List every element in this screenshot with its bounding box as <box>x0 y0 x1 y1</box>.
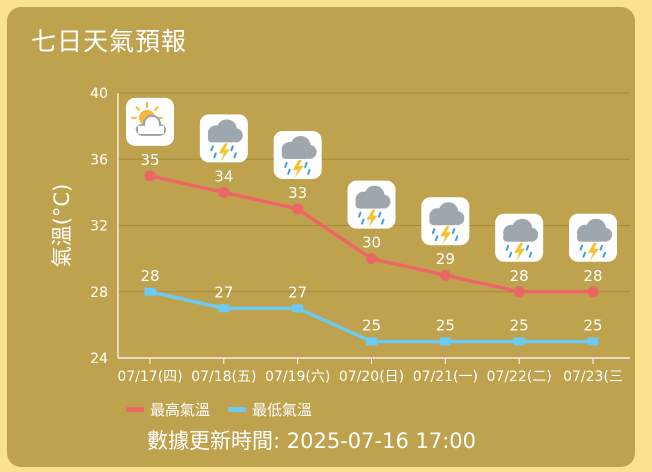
lightning-bolt <box>440 226 452 245</box>
data-point-high[interactable] <box>366 253 377 265</box>
y-tick-label: 24 <box>90 351 108 367</box>
legend-label-low: 最低氣溫 <box>252 401 313 419</box>
sun-ray <box>153 106 159 112</box>
y-tick-label: 32 <box>90 219 108 235</box>
thunderstorm-icon <box>421 197 470 246</box>
x-tick-label: 07/19(六) <box>265 369 330 385</box>
cloud-shape <box>281 149 310 159</box>
rain-drop <box>434 235 439 242</box>
legend-swatch-high <box>126 407 144 412</box>
cloud-shape <box>429 216 458 226</box>
rain-drop <box>307 168 311 175</box>
y-axis-label: 氣溫(°C) <box>50 184 74 268</box>
x-tick-label: 07/23(三 <box>563 369 623 385</box>
data-point-low[interactable] <box>292 304 304 313</box>
chart-legend: 最高氣溫 最低氣溫 <box>126 399 312 420</box>
cloud-shape <box>577 232 605 242</box>
thunderstorm-icon <box>569 213 617 262</box>
x-tick-label: 07/17(四) <box>117 369 182 385</box>
data-point-high[interactable] <box>439 269 451 281</box>
data-point-low[interactable] <box>366 337 377 346</box>
update-time-label: 數據更新時間: <box>147 429 281 453</box>
data-label-low: 27 <box>214 283 233 301</box>
x-tick-label: 07/21(一) <box>413 369 478 385</box>
lightning-bolt <box>366 209 378 228</box>
update-time-value: 2025-07-16 17:00 <box>286 429 477 453</box>
rain-drop <box>505 244 510 251</box>
rain-drop <box>599 244 603 251</box>
lightning-bolt <box>514 242 526 261</box>
rain-drop <box>284 161 288 168</box>
cloud-fill <box>138 125 164 134</box>
x-tick-label: 07/18(五) <box>191 369 256 385</box>
data-point-high[interactable] <box>144 170 156 182</box>
data-label-high: 33 <box>288 184 307 202</box>
rain-drop <box>582 251 586 258</box>
lightning-bolt <box>218 143 230 162</box>
data-label-high: 28 <box>510 267 529 285</box>
data-point-low[interactable] <box>439 337 451 346</box>
thunderstorm-icon <box>495 213 544 262</box>
y-tick-label: 40 <box>90 86 108 102</box>
page-title: 七日天氣預報 <box>31 27 188 56</box>
data-label-high: 30 <box>362 234 381 252</box>
data-label-high: 35 <box>140 151 159 169</box>
data-label-low: 28 <box>140 267 159 285</box>
data-point-high[interactable] <box>513 286 525 298</box>
rain-drop <box>210 145 214 152</box>
x-tick-label: 07/22(二) <box>487 369 552 385</box>
data-point-high[interactable] <box>587 286 599 298</box>
data-label-high: 34 <box>214 167 233 185</box>
sun-cloud-icon <box>126 97 174 146</box>
rain-drop <box>602 251 606 258</box>
data-label-low: 25 <box>583 316 602 334</box>
thunderstorm-icon <box>273 130 322 179</box>
rain-drop <box>431 228 436 235</box>
rain-drop <box>508 251 513 258</box>
legend-item-high[interactable]: 最高氣溫 <box>126 399 210 420</box>
temperature-chart: 24 28 32 36 40 07/17(四) 07/18(五) 07/19(六) 07/20(… <box>50 86 630 385</box>
sun-ray <box>135 106 141 112</box>
rain-drop <box>361 218 365 225</box>
rain-drop <box>378 211 382 218</box>
x-tick-label: 07/20(日) <box>339 369 404 385</box>
thunderstorm-icon <box>347 180 396 229</box>
data-point-low[interactable] <box>587 337 599 346</box>
thunderstorm-icon <box>199 114 248 163</box>
data-point-low[interactable] <box>513 337 525 346</box>
rain-drop <box>287 168 291 175</box>
data-label-low: 25 <box>436 316 455 334</box>
data-point-high[interactable] <box>292 203 304 215</box>
data-label-low: 25 <box>510 316 529 334</box>
data-point-low[interactable] <box>218 304 230 313</box>
cloud-shape <box>355 199 384 209</box>
legend-swatch-low <box>228 407 247 412</box>
cloud-shape <box>503 232 532 242</box>
lightning-bolt <box>292 159 304 178</box>
data-label-high: 28 <box>583 267 602 285</box>
data-label-low: 27 <box>288 283 307 301</box>
lightning-bolt <box>588 242 599 261</box>
rain-drop <box>528 251 533 258</box>
data-label-high: 29 <box>436 250 455 268</box>
rain-drop <box>525 244 530 251</box>
rain-drop <box>451 228 456 235</box>
rain-drop <box>579 244 583 251</box>
rain-drop <box>213 152 217 159</box>
y-tick-label: 36 <box>90 152 108 168</box>
data-point-high[interactable] <box>218 186 230 198</box>
data-label-low: 25 <box>362 316 381 334</box>
rain-drop <box>454 235 459 242</box>
update-time: 數據更新時間: 2025-07-16 17:00 <box>147 425 476 455</box>
rain-drop <box>304 161 308 168</box>
legend-item-low[interactable]: 最低氣溫 <box>228 399 312 420</box>
rain-drop <box>230 145 234 152</box>
data-point-low[interactable] <box>144 287 156 296</box>
rain-drop <box>358 211 362 218</box>
legend-label-high: 最高氣溫 <box>150 401 211 419</box>
y-tick-label: 28 <box>90 285 108 301</box>
rain-drop <box>233 152 237 159</box>
cloud-shape <box>207 133 236 143</box>
rain-drop <box>381 218 385 225</box>
